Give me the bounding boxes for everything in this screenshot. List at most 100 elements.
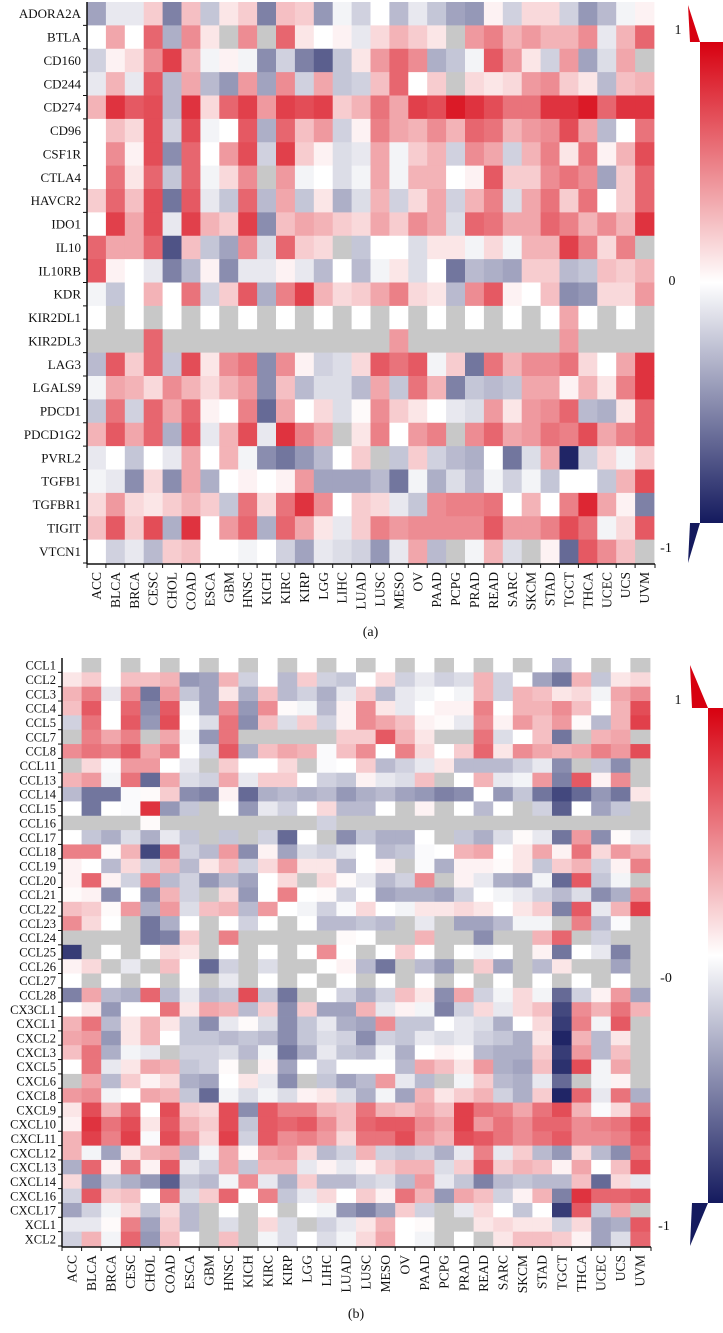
heatmap-cell <box>351 25 371 50</box>
heatmap-cell <box>465 492 485 517</box>
heatmap-cell <box>473 959 494 974</box>
heatmap-cell <box>81 1088 102 1103</box>
colorbar-max-triangle <box>690 665 708 708</box>
heatmap-cell <box>473 815 494 831</box>
heatmap-cell <box>258 1231 278 1247</box>
column-label: SARC <box>496 1255 511 1290</box>
heatmap-cell <box>414 758 435 774</box>
heatmap-cell <box>571 1016 592 1032</box>
heatmap-cell <box>493 758 514 774</box>
heatmap-cell <box>120 1217 141 1233</box>
heatmap-panel-a: ADORA2ABTLACD160CD244CD274CD96CSF1RCTLA4… <box>19 2 723 640</box>
heatmap-cell <box>591 772 612 788</box>
heatmap-cell <box>454 1045 474 1060</box>
heatmap-cell <box>160 758 180 774</box>
heatmap-cell <box>199 658 220 673</box>
heatmap-cell <box>179 1002 200 1017</box>
heatmap-cell <box>238 516 258 541</box>
heatmap-cell <box>578 352 598 377</box>
heatmap-cell <box>258 1116 278 1132</box>
heatmap-cell <box>616 376 636 400</box>
heatmap-cell <box>218 686 239 702</box>
heatmap-cell <box>294 165 315 190</box>
column-label: MESO <box>378 1255 393 1293</box>
heatmap-cell <box>238 329 258 354</box>
heatmap-cell <box>179 1231 200 1247</box>
heatmap-cell <box>258 1045 278 1060</box>
heatmap-cell <box>294 329 315 354</box>
heatmap-cell <box>199 815 220 831</box>
heatmap-cell <box>160 1231 180 1247</box>
heatmap-cell <box>370 235 390 260</box>
heatmap-cell <box>473 729 494 745</box>
heatmap-cell <box>521 212 541 237</box>
heatmap-cell <box>200 25 220 50</box>
heatmap-cell <box>81 873 102 888</box>
heatmap-cell <box>140 858 161 874</box>
row-label: CCL4 <box>25 702 56 716</box>
heatmap-cell <box>493 815 514 831</box>
heatmap-cell <box>160 787 180 802</box>
heatmap-cell <box>336 858 357 874</box>
row-label: CCL16 <box>19 816 56 830</box>
heatmap-cell <box>181 399 201 424</box>
heatmap-cell <box>238 422 258 447</box>
heatmap-cell <box>351 189 371 213</box>
heatmap-cell <box>160 1102 180 1118</box>
heatmap-cell <box>332 422 352 447</box>
heatmap-cell <box>336 715 357 731</box>
heatmap-cell <box>540 539 560 564</box>
heatmap-cell <box>219 118 239 143</box>
heatmap-cell <box>532 887 553 903</box>
heatmap-cell <box>532 1131 553 1147</box>
heatmap-cell <box>276 282 296 307</box>
heatmap-cell <box>160 959 180 974</box>
heatmap-cell <box>493 686 514 702</box>
heatmap-cell <box>294 2 315 26</box>
colorbar: 1-0-1 <box>658 665 723 1246</box>
row-label: LGALS9 <box>33 380 81 395</box>
heatmap-cell <box>375 715 396 731</box>
heatmap-cell <box>276 48 296 73</box>
heatmap-cell <box>521 539 541 564</box>
column-label: CESC <box>146 572 161 606</box>
heatmap-cell <box>395 744 416 759</box>
heatmap-cell <box>218 973 239 989</box>
heatmap-cell <box>143 189 163 213</box>
heatmap-cell <box>473 844 494 860</box>
heatmap-cell <box>140 686 161 702</box>
heatmap-cell <box>493 930 514 946</box>
heatmap-cell <box>140 1088 161 1103</box>
heatmap-cell <box>610 715 631 731</box>
heatmap-cell <box>294 516 315 541</box>
heatmap-cell <box>143 352 163 377</box>
heatmap-cell <box>571 686 592 702</box>
heatmap-cell <box>120 887 141 903</box>
heatmap-cell <box>336 1073 357 1089</box>
heatmap-cell <box>389 516 409 541</box>
heatmap-cell <box>434 815 455 831</box>
heatmap-cell <box>408 469 428 494</box>
heatmap-cell <box>238 25 258 50</box>
heatmap-cell <box>395 1188 416 1204</box>
heatmap-cell <box>408 165 428 190</box>
heatmap-cell <box>276 118 296 143</box>
heatmap-cell <box>610 830 631 845</box>
heatmap-cell <box>389 48 409 73</box>
heatmap-cell <box>199 987 220 1003</box>
column-label: THCA <box>580 572 595 609</box>
heatmap-cell <box>552 744 572 759</box>
heatmap-cell <box>512 973 533 989</box>
column-label: LUSC <box>372 572 387 607</box>
heatmap-cell <box>454 701 474 716</box>
heatmap-cell <box>336 1202 357 1218</box>
heatmap-cell <box>414 973 435 989</box>
heatmap-cell <box>257 305 277 330</box>
heatmap-cell <box>219 422 239 447</box>
heatmap-cell <box>332 399 352 424</box>
heatmap-cell <box>140 1002 161 1017</box>
heatmap-cell <box>597 189 617 213</box>
heatmap-cell <box>578 189 598 213</box>
heatmap-cell <box>218 1145 239 1161</box>
heatmap-cell <box>257 399 277 424</box>
